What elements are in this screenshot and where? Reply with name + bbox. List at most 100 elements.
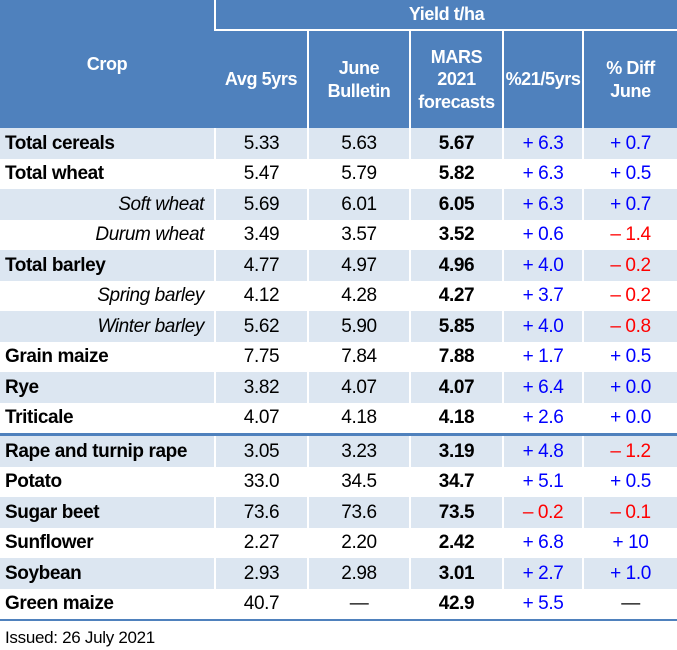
june-bulletin-cell: 6.01: [307, 189, 410, 220]
pct-21-5yrs-cell: + 1.7: [502, 341, 583, 372]
crop-name-cell: Potato: [5, 471, 62, 493]
mars-forecast-cell: 3.01: [409, 558, 503, 589]
june-bulletin-cell: 2.20: [307, 527, 410, 558]
pct-diff-june-cell: —: [581, 588, 677, 621]
june-bulletin-cell: 5.63: [307, 128, 410, 159]
avg-5yrs-column-header: Avg 5yrs: [215, 30, 308, 128]
crop-name-cell: Total cereals: [0, 128, 215, 159]
pct-21-5yrs-cell: + 6.3: [502, 189, 583, 220]
crop-name-cell: Sunflower: [5, 532, 94, 554]
avg-5yrs-cell: 5.47: [214, 158, 308, 189]
june-bulletin-cell: 2.98: [307, 558, 410, 589]
pct-21-5yrs-cell: + 0.6: [502, 219, 583, 250]
crop-name-cell: Grain maize: [5, 346, 109, 368]
crop-name-cell: Soft wheat: [0, 189, 215, 220]
pct-21-5yrs-cell: + 3.7: [502, 280, 583, 311]
pct-diff-june-cell: – 1.2: [581, 433, 677, 467]
table-row: Spring barley 4.12 4.28 4.27 + 3.7– 0.2: [0, 280, 677, 311]
avg-5yrs-cell: 33.0: [214, 466, 308, 497]
pct-diff-june-cell: + 0.5: [581, 341, 677, 372]
table-row: Total wheat 5.47 5.79 5.82 + 6.3 + 0.5: [0, 158, 677, 189]
crop-name-cell: Soybean: [0, 558, 215, 589]
pct-21-5yrs-cell: + 5.5: [502, 588, 583, 621]
pct-21-5yrs-column-header: %21/5yrs: [502, 30, 583, 128]
pct-diff-june-cell: + 0.5: [581, 158, 677, 189]
june-bulletin-cell: 4.97: [307, 250, 410, 281]
crop-name-cell: Spring barley: [97, 285, 204, 307]
table-row: Potato 33.0 34.5 34.7 + 5.1 + 0.5: [0, 466, 677, 497]
avg-5yrs-cell: 2.93: [214, 558, 308, 589]
avg-5yrs-cell: 40.7: [214, 588, 308, 621]
june-bulletin-cell: 5.79: [307, 158, 410, 189]
pct-diff-june-cell: + 0.0: [581, 372, 677, 403]
mars-forecast-cell: 5.82: [409, 158, 503, 189]
crop-name-cell: Rape and turnip rape: [0, 433, 215, 467]
avg-5yrs-cell: 3.82: [214, 372, 308, 403]
june-bulletin-cell: 5.90: [307, 311, 410, 342]
crop-name-cell: Durum wheat: [95, 224, 204, 246]
june-bulletin-cell: 34.5: [307, 466, 410, 497]
pct-diff-june-cell: + 0.7: [581, 128, 677, 159]
mars-forecast-cell: 6.05: [409, 189, 503, 220]
avg-5yrs-cell: 2.27: [214, 527, 308, 558]
crop-name-cell: Rye: [0, 372, 215, 403]
pct-diff-june-cell: + 0.0: [581, 402, 677, 435]
yield-table-body: Total cereals 5.33 5.63 5.67 + 6.3 + 0.7 Total…: [0, 128, 677, 621]
avg-5yrs-cell: 7.75: [214, 341, 308, 372]
avg-5yrs-cell: 5.33: [214, 128, 308, 159]
pct-21-5yrs-cell: + 6.3: [502, 128, 583, 159]
mars-forecast-cell: 4.07: [409, 372, 503, 403]
june-bulletin-cell: —: [307, 588, 410, 621]
avg-5yrs-cell: 5.62: [214, 311, 308, 342]
table-row: Soybean 2.93 2.98 3.01 + 2.7 + 1.0: [0, 558, 677, 589]
mars-forecast-cell: 4.96: [409, 250, 503, 281]
mars-forecast-cell: 2.42: [409, 527, 503, 558]
avg-5yrs-cell: 3.49: [214, 219, 308, 250]
pct-diff-june-cell: + 1.0: [581, 558, 677, 589]
mars-forecast-cell: 73.5: [409, 497, 503, 528]
avg-5yrs-cell: 3.05: [214, 433, 308, 467]
mars-forecast-cell: 4.18: [409, 402, 503, 435]
pct-diff-june-cell: + 0.7: [581, 189, 677, 220]
pct-21-5yrs-cell: + 5.1: [502, 466, 583, 497]
pct-diff-june-cell: – 0.1: [581, 497, 677, 528]
june-bulletin-cell: 4.18: [307, 402, 410, 435]
pct-21-5yrs-cell: + 2.7: [502, 558, 583, 589]
pct-diff-june-cell: – 0.8: [581, 311, 677, 342]
table-header: Crop Yield t/ha Avg 5yrs June Bulletin M…: [0, 0, 677, 128]
avg-5yrs-cell: 4.12: [214, 280, 308, 311]
issued-date-note: Issued: 26 July 2021: [5, 628, 155, 647]
pct-21-5yrs-cell: + 2.6: [502, 402, 583, 435]
pct-21-5yrs-cell: + 4.8: [502, 433, 583, 467]
mars-forecast-cell: 3.19: [409, 433, 503, 467]
june-bulletin-cell: 4.07: [307, 372, 410, 403]
crop-name-cell: Total barley: [0, 250, 215, 281]
crop-name-cell: Sugar beet: [0, 497, 215, 528]
pct-21-5yrs-cell: + 6.8: [502, 527, 583, 558]
avg-5yrs-cell: 4.07: [214, 402, 308, 435]
table-row: Durum wheat 3.49 3.57 3.52 + 0.6– 1.4: [0, 219, 677, 250]
table-row: Sugar beet 73.6 73.6 73.5– 0.2– 0.1: [0, 497, 677, 528]
pct-21-5yrs-cell: – 0.2: [502, 497, 583, 528]
crop-name-cell: Total wheat: [5, 163, 104, 185]
table-row: Rye 3.82 4.07 4.07 + 6.4 + 0.0: [0, 372, 677, 403]
mars-forecast-cell: 7.88: [409, 341, 503, 372]
table-row: Total cereals 5.33 5.63 5.67 + 6.3 + 0.7: [0, 128, 677, 159]
crop-column-header: Crop: [0, 0, 215, 128]
june-bulletin-cell: 3.23: [307, 433, 410, 467]
table-row: Sunflower 2.27 2.20 2.42 + 6.8 + 10: [0, 527, 677, 558]
june-bulletin-cell: 73.6: [307, 497, 410, 528]
pct-diff-june-cell: – 0.2: [581, 280, 677, 311]
june-bulletin-cell: 4.28: [307, 280, 410, 311]
table-row: Total barley 4.77 4.97 4.96 + 4.0– 0.2: [0, 250, 677, 281]
yield-forecast-table: Crop Yield t/ha Avg 5yrs June Bulletin M…: [0, 0, 677, 621]
mars-forecasts-column-header: MARS 2021 forecasts: [409, 30, 503, 128]
table-row: Rape and turnip rape 3.05 3.23 3.19 + 4.8– 1…: [0, 433, 677, 467]
mars-forecast-cell: 5.67: [409, 128, 503, 159]
pct-21-5yrs-cell: + 4.0: [502, 250, 583, 281]
avg-5yrs-cell: 4.77: [214, 250, 308, 281]
table-row: Soft wheat 5.69 6.01 6.05 + 6.3 + 0.7: [0, 189, 677, 220]
pct-diff-june-cell: – 0.2: [581, 250, 677, 281]
pct-diff-june-cell: + 0.5: [581, 466, 677, 497]
